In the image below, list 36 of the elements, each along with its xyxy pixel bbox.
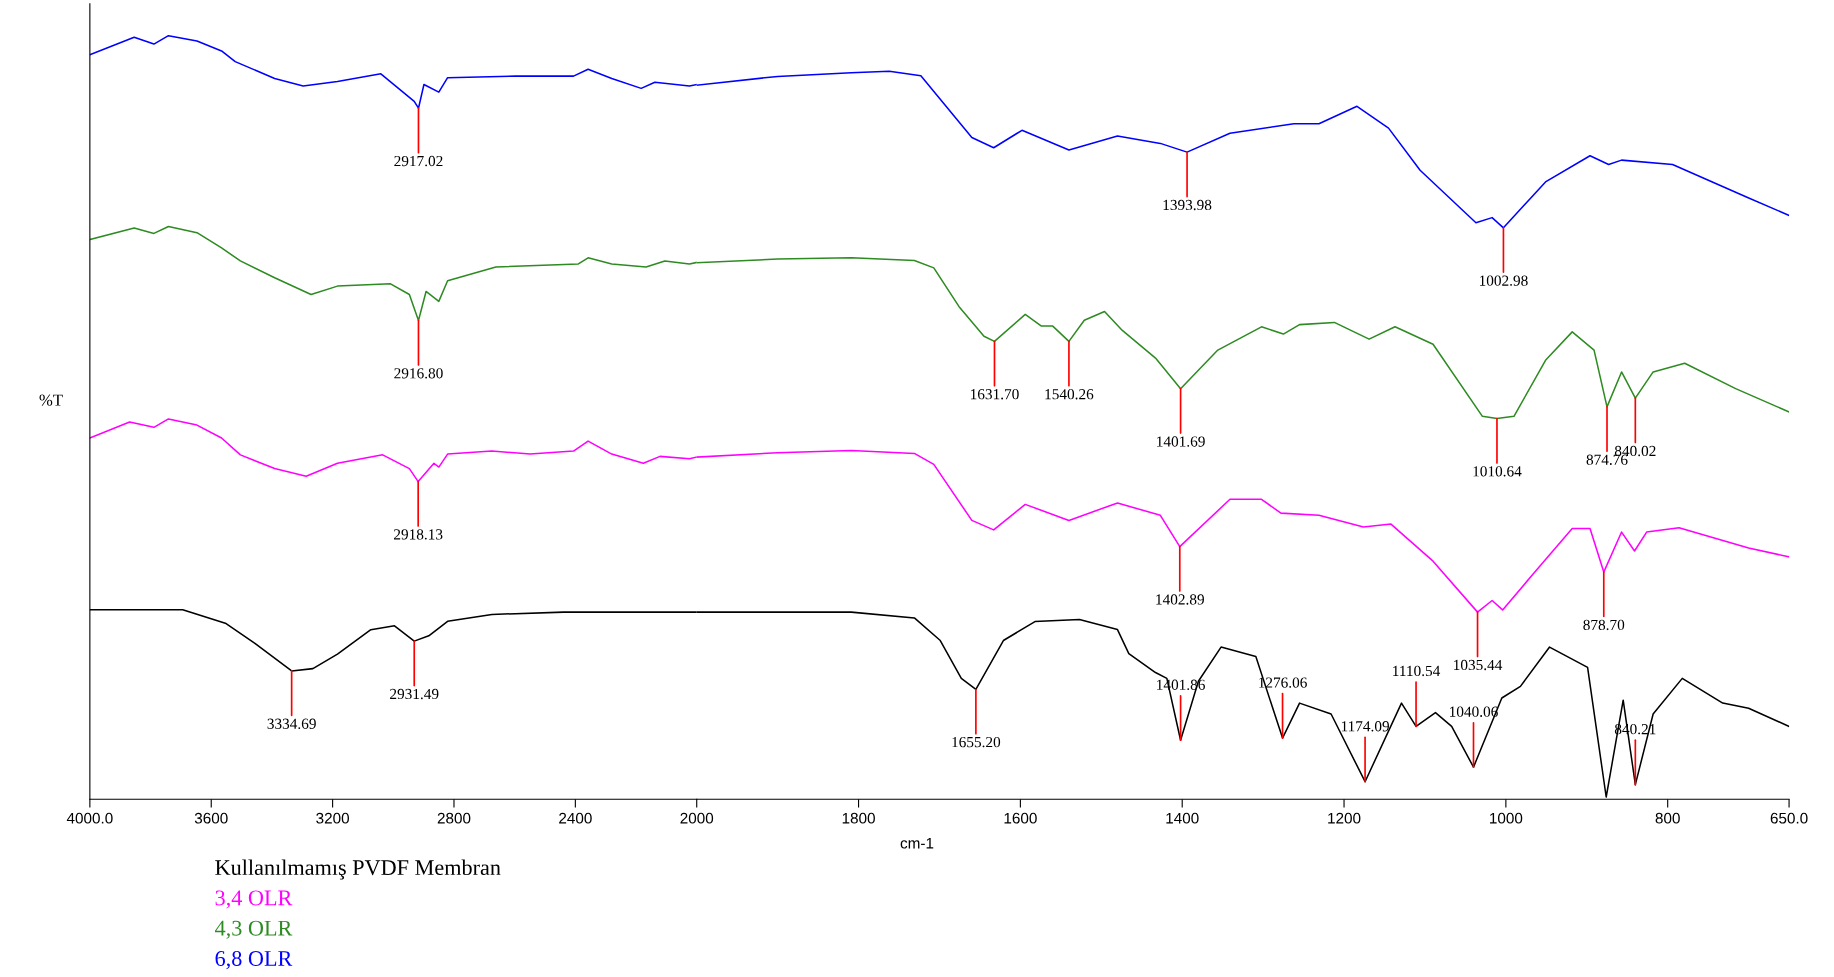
annotation: 2916.80 <box>394 368 443 379</box>
annotation: 878.70 <box>1583 619 1625 631</box>
x-tick-label: 1000 <box>1490 812 1523 824</box>
x-tick-label: 1200 <box>1328 812 1361 824</box>
x-tick-label: 2000 <box>680 812 714 824</box>
text: 6,8 OLR <box>215 950 293 970</box>
x-tick-label: 4000.0 <box>66 812 113 824</box>
text: Kullanılmamış PVDF Membran <box>215 859 501 880</box>
x-tick-label: 1400 <box>1166 812 1199 824</box>
x-tick-label: 1600 <box>1004 812 1037 824</box>
x-tick-label: 2800 <box>437 812 471 824</box>
x-tick-label: 650.0 <box>1770 812 1808 824</box>
annotation: 3334.69 <box>267 718 316 729</box>
text: 4,3 OLR <box>215 920 293 939</box>
annotation: 1393.98 <box>1163 199 1212 211</box>
annotation: 2918.13 <box>394 529 443 540</box>
annotation: 1540.26 <box>1045 389 1094 400</box>
annotation: 1002.98 <box>1479 275 1528 286</box>
annotation: 1035.44 <box>1454 659 1503 671</box>
x-tick-label: 2400 <box>559 812 592 824</box>
annotation: 1174.09 <box>1341 721 1389 732</box>
x-tick-label: 3200 <box>316 812 350 824</box>
annotation: 1401.69 <box>1157 436 1205 447</box>
annotation: 1631.70 <box>971 389 1019 400</box>
x-tick-label: 3600 <box>194 812 228 824</box>
annotation: 2917.02 <box>394 155 443 167</box>
x-axis-title: cm-1 <box>900 837 934 849</box>
annotation: 2931.49 <box>390 688 439 700</box>
x-tick-label: 1800 <box>842 812 875 824</box>
annotation: 1655.20 <box>952 736 1001 748</box>
x-tick-label: 800 <box>1655 812 1680 824</box>
annotation: 1010.64 <box>1473 466 1522 477</box>
annotation: 1402.89 <box>1156 594 1204 605</box>
annotation: 1110.54 <box>1393 665 1441 677</box>
text: 3,4 OLR <box>215 890 293 909</box>
y-axis-title: %T <box>39 394 63 406</box>
